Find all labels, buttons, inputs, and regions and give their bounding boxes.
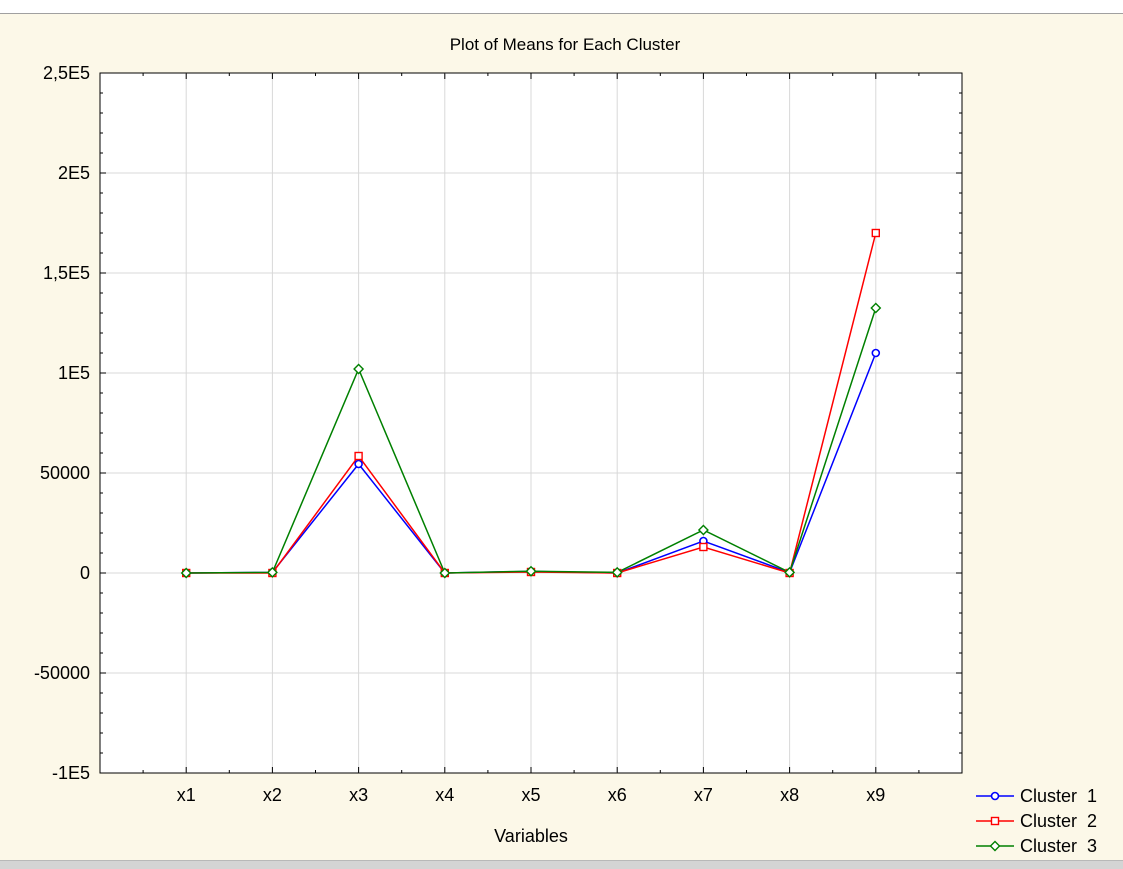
graph-panel: x1 x2 x3 x4 x5 x6 x7 x8 x9 -1E5 -50000 0 50000 1E5 1,5… [0,14,1123,860]
x-tick-label: x9 [866,785,885,805]
legend-label: Cluster 1 [1020,786,1097,806]
tick-layer: x1 x2 x3 x4 x5 x6 x7 x8 x9 -1E5 -50000 0 50000 1E5 1,5… [34,63,962,805]
data-point [525,565,537,577]
legend-entry: Cluster 1 [976,786,1097,806]
x-tick-label: x8 [780,785,799,805]
means-plot-chart: x1 x2 x3 x4 x5 x6 x7 x8 x9 -1E5 -50000 0 50000 1E5 1,5… [34,35,1097,856]
x-tick-label: x6 [608,785,627,805]
y-tick-label: -50000 [34,663,90,683]
data-point [697,524,709,536]
window-top-border [0,13,1123,14]
data-point [354,459,363,469]
legend-swatch-marker [990,816,1000,826]
y-tick-label: 1E5 [58,363,90,383]
status-bar [0,860,1123,869]
data-point [870,302,882,314]
grid-layer [100,73,962,773]
y-tick-label: 2,5E5 [43,63,90,83]
data-point [784,566,796,578]
legend-label: Cluster 2 [1020,811,1097,831]
data-point [611,566,623,578]
data-point [871,228,880,238]
legend-swatch-marker [990,791,1000,801]
series-layer [180,228,882,579]
x-tick-label: x4 [435,785,454,805]
data-point [439,567,451,579]
data-point [871,348,881,358]
y-tick-label: 1,5E5 [43,263,90,283]
data-point [699,542,708,552]
data-point [353,363,365,375]
legend-label: Cluster 3 [1020,836,1097,856]
series-markers-cluster-3 [180,302,882,579]
chart-title: Plot of Means for Each Cluster [450,35,681,54]
y-tick-label: -1E5 [52,763,90,783]
legend-entry: Cluster 2 [976,811,1097,831]
data-point [180,567,192,579]
x-axis-label: Variables [494,826,568,846]
y-tick-label: 50000 [40,463,90,483]
x-tick-label: x5 [521,785,540,805]
y-tick-label: 0 [80,563,90,583]
legend: Cluster 1 Cluster 2 Cluster 3 [976,786,1097,856]
data-point [266,566,278,578]
x-tick-label: x2 [263,785,282,805]
legend-swatch-marker [989,840,1001,852]
data-point [354,451,363,461]
legend-entry: Cluster 3 [976,836,1097,856]
x-tick-label: x7 [694,785,713,805]
x-tick-label: x3 [349,785,368,805]
y-tick-label: 2E5 [58,163,90,183]
x-tick-label: x1 [177,785,196,805]
